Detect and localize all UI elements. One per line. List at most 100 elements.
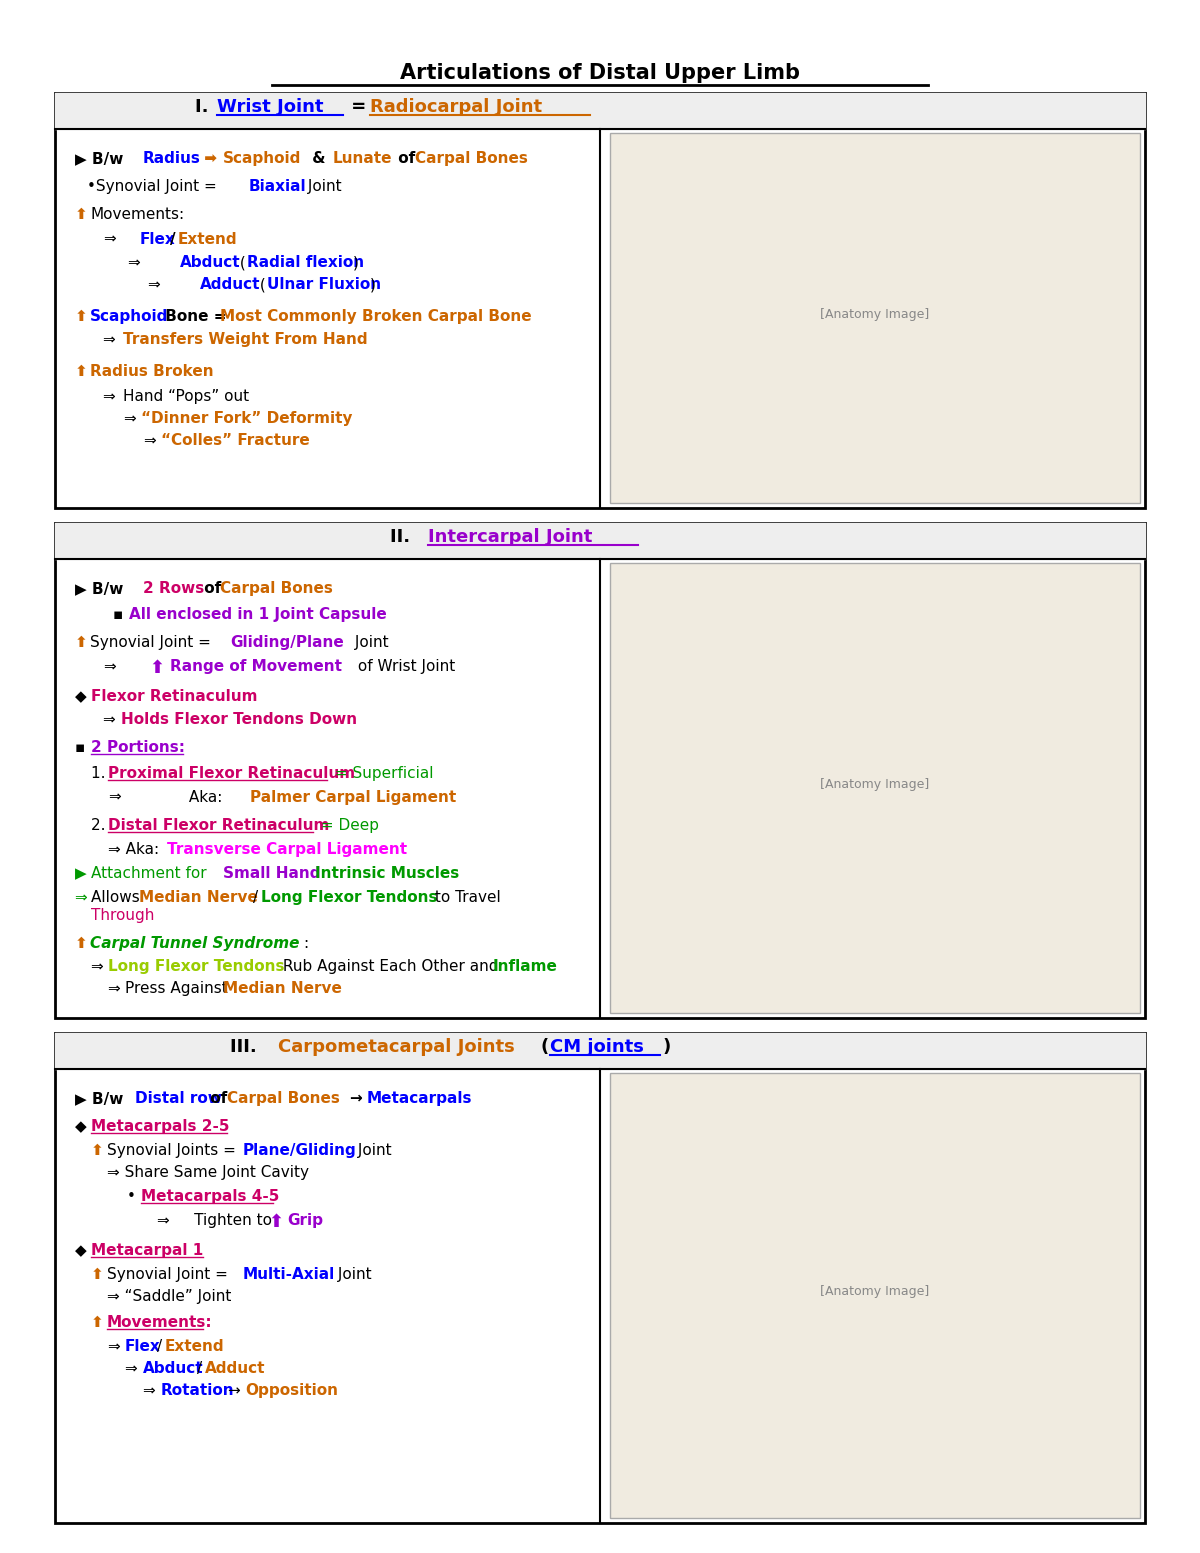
- Text: →: →: [350, 1092, 368, 1106]
- Text: Palmer Carpal Ligament: Palmer Carpal Ligament: [250, 790, 456, 804]
- Text: Carpal Bones: Carpal Bones: [415, 151, 528, 166]
- Text: Transfers Weight From Hand: Transfers Weight From Hand: [124, 332, 367, 346]
- Text: Metacarpal 1: Metacarpal 1: [91, 1242, 203, 1258]
- Text: ⬆: ⬆: [269, 1213, 290, 1232]
- Text: Abduct: Abduct: [180, 255, 241, 270]
- Text: ◆: ◆: [74, 1242, 91, 1258]
- Text: Radiocarpal Joint: Radiocarpal Joint: [370, 98, 542, 116]
- Text: of: of: [394, 151, 420, 166]
- Text: ➡: ➡: [199, 151, 217, 166]
- FancyBboxPatch shape: [610, 1073, 1140, 1517]
- Text: Radius: Radius: [143, 151, 200, 166]
- Text: ⇒: ⇒: [143, 1384, 161, 1398]
- Text: Carpometacarpal Joints: Carpometacarpal Joints: [278, 1037, 521, 1056]
- Text: ⬆: ⬆: [91, 1143, 103, 1159]
- Text: Radius Broken: Radius Broken: [90, 363, 214, 379]
- Text: of: of: [205, 1092, 233, 1106]
- Text: Carpal Bones: Carpal Bones: [220, 581, 332, 596]
- Text: ⇒: ⇒: [103, 332, 121, 346]
- Text: ⇒ Share Same Joint Cavity: ⇒ Share Same Joint Cavity: [107, 1165, 310, 1180]
- Text: ⇒: ⇒: [124, 412, 136, 426]
- Text: (: (: [540, 1037, 548, 1056]
- Text: II.: II.: [390, 528, 422, 547]
- Text: of Wrist Joint: of Wrist Joint: [353, 658, 455, 674]
- Text: ): ): [370, 276, 376, 292]
- Text: Extend: Extend: [166, 1339, 224, 1354]
- Text: Flexor Retinaculum: Flexor Retinaculum: [91, 690, 258, 704]
- Text: Grip: Grip: [287, 1213, 323, 1228]
- Text: ⬆: ⬆: [91, 1267, 103, 1281]
- Text: Range of Movement: Range of Movement: [170, 658, 342, 674]
- Text: Movements:: Movements:: [107, 1315, 212, 1329]
- Text: (: (: [256, 276, 265, 292]
- Text: ⇒: ⇒: [108, 981, 126, 995]
- Text: ▶: ▶: [74, 867, 92, 881]
- Text: Carpal Tunnel Syndrome: Carpal Tunnel Syndrome: [90, 936, 300, 950]
- Text: Wrist Joint: Wrist Joint: [217, 98, 324, 116]
- Text: Adduct: Adduct: [200, 276, 260, 292]
- Text: Scaphoid: Scaphoid: [90, 309, 168, 325]
- Text: ⇒: ⇒: [108, 790, 121, 804]
- Text: ⇒ “Saddle” Joint: ⇒ “Saddle” Joint: [107, 1289, 232, 1305]
- Text: Synovial Joints =: Synovial Joints =: [107, 1143, 241, 1159]
- FancyBboxPatch shape: [610, 564, 1140, 1013]
- Text: ◆: ◆: [74, 690, 91, 704]
- Text: Inflame: Inflame: [493, 960, 558, 974]
- Text: ⇒: ⇒: [91, 960, 109, 974]
- Text: :: :: [302, 936, 308, 950]
- Text: “Colles” Fracture: “Colles” Fracture: [161, 433, 310, 447]
- Text: /: /: [197, 1360, 202, 1376]
- Text: ⇒: ⇒: [103, 231, 115, 247]
- Text: ⬆: ⬆: [74, 309, 88, 325]
- Text: Opposition: Opposition: [245, 1384, 338, 1398]
- Text: ▪: ▪: [74, 739, 85, 755]
- Text: Most Commonly Broken Carpal Bone: Most Commonly Broken Carpal Bone: [220, 309, 532, 325]
- Text: All enclosed in 1 Joint Capsule: All enclosed in 1 Joint Capsule: [130, 607, 386, 623]
- Text: ▶ B/w: ▶ B/w: [74, 581, 128, 596]
- FancyBboxPatch shape: [55, 523, 1145, 1019]
- Text: of: of: [199, 581, 227, 596]
- Text: Metacarpals 2-5: Metacarpals 2-5: [91, 1120, 229, 1134]
- Text: Transverse Carpal Ligament: Transverse Carpal Ligament: [167, 842, 407, 857]
- Text: Proximal Flexor Retinaculum: Proximal Flexor Retinaculum: [108, 766, 355, 781]
- Text: Joint: Joint: [353, 1143, 391, 1159]
- Text: ⇒: ⇒: [103, 658, 115, 674]
- Text: Bone =: Bone =: [160, 309, 232, 325]
- Text: Plane/Gliding: Plane/Gliding: [242, 1143, 356, 1159]
- Text: ⇒     Tighten to: ⇒ Tighten to: [157, 1213, 277, 1228]
- Text: (: (: [235, 255, 246, 270]
- Text: Intrinsic Muscles: Intrinsic Muscles: [314, 867, 460, 881]
- Text: Synovial Joint =: Synovial Joint =: [90, 635, 216, 651]
- Text: ⇒: ⇒: [125, 1360, 143, 1376]
- Text: Adduct: Adduct: [205, 1360, 265, 1376]
- Text: Joint: Joint: [334, 1267, 372, 1281]
- Text: ⬆: ⬆: [74, 207, 88, 222]
- Text: ⇒: ⇒: [127, 255, 139, 270]
- Text: /: /: [157, 1339, 162, 1354]
- Text: Rub Against Each Other and: Rub Against Each Other and: [278, 960, 503, 974]
- Text: ⬆: ⬆: [150, 658, 172, 677]
- Text: →: →: [227, 1384, 240, 1398]
- Text: Articulations of Distal Upper Limb: Articulations of Distal Upper Limb: [400, 64, 800, 82]
- Text: /: /: [170, 231, 175, 247]
- Text: =: =: [346, 98, 372, 116]
- Text: ▶ B/w: ▶ B/w: [74, 1092, 128, 1106]
- Text: ▪: ▪: [113, 607, 124, 623]
- Text: Multi-Axial: Multi-Axial: [242, 1267, 335, 1281]
- Text: Lunate: Lunate: [334, 151, 392, 166]
- Text: Scaphoid: Scaphoid: [223, 151, 301, 166]
- Text: 1.: 1.: [91, 766, 110, 781]
- Text: = Deep: = Deep: [316, 818, 379, 832]
- Text: [Anatomy Image]: [Anatomy Image]: [821, 778, 930, 790]
- Text: &: &: [307, 151, 331, 166]
- Text: ◆: ◆: [74, 1120, 91, 1134]
- Text: ▶ B/w: ▶ B/w: [74, 151, 128, 166]
- Text: III.: III.: [230, 1037, 269, 1056]
- FancyBboxPatch shape: [55, 1033, 1145, 1523]
- Text: ⇒: ⇒: [143, 433, 156, 447]
- Text: I.: I.: [194, 98, 215, 116]
- Text: ⬆: ⬆: [74, 635, 88, 651]
- Text: ⇒: ⇒: [103, 388, 121, 404]
- FancyBboxPatch shape: [610, 134, 1140, 503]
- Text: Rotation: Rotation: [161, 1384, 235, 1398]
